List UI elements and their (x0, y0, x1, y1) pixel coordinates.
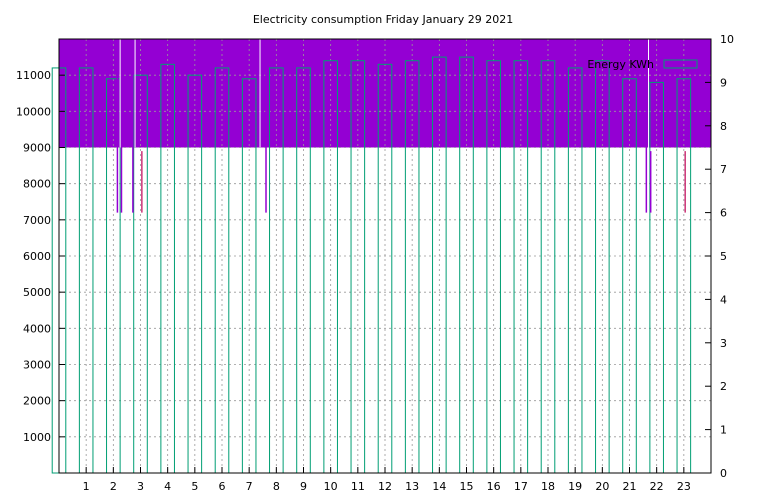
x-tick-label: 3 (137, 480, 144, 493)
y2-tick-label: 6 (720, 207, 727, 220)
y-tick-label: 6000 (23, 250, 51, 263)
y2-tick-label: 9 (720, 76, 727, 89)
x-tick-label: 20 (595, 480, 609, 493)
x-tick-label: 12 (378, 480, 392, 493)
y2-tick-label: 3 (720, 337, 727, 350)
y-tick-label: 5000 (23, 286, 51, 299)
chart-title: Electricity consumption Friday January 2… (253, 13, 513, 26)
x-tick-label: 22 (650, 480, 664, 493)
y2-tick-label: 10 (720, 33, 734, 46)
y2-tick-label: 4 (720, 293, 727, 306)
x-tick-label: 2 (110, 480, 117, 493)
legend-swatch (663, 59, 698, 69)
x-tick-label: 23 (677, 480, 691, 493)
x-tick-label: 9 (300, 480, 307, 493)
x-tick-label: 4 (164, 480, 171, 493)
y2-tick-label: 8 (720, 120, 727, 133)
y2-tick-label: 1 (720, 424, 727, 437)
x-tick-label: 1 (83, 480, 90, 493)
x-tick-label: 17 (514, 480, 528, 493)
x-tick-label: 5 (191, 480, 198, 493)
x-tick-label: 21 (623, 480, 637, 493)
x-tick-label: 6 (219, 480, 226, 493)
x-tick-label: 11 (351, 480, 365, 493)
y-tick-label: 9000 (23, 142, 51, 155)
y-tick-label: 10000 (16, 105, 51, 118)
y-tick-label: 1000 (23, 431, 51, 444)
y-tick-label: 11000 (16, 69, 51, 82)
y-tick-label: 2000 (23, 395, 51, 408)
y-tick-label: 4000 (23, 322, 51, 335)
y-tick-label: 7000 (23, 214, 51, 227)
x-tick-label: 13 (405, 480, 419, 493)
x-tick-label: 14 (432, 480, 446, 493)
y-tick-label: 3000 (23, 359, 51, 372)
x-tick-label: 18 (541, 480, 555, 493)
x-tick-label: 7 (246, 480, 253, 493)
x-tick-label: 19 (568, 480, 582, 493)
y2-tick-label: 7 (720, 163, 727, 176)
x-tick-label: 15 (460, 480, 474, 493)
y2-tick-label: 0 (720, 467, 727, 480)
x-tick-label: 10 (324, 480, 338, 493)
legend-label: Energy KWh (587, 58, 654, 71)
y2-tick-label: 2 (720, 380, 727, 393)
x-tick-label: 16 (487, 480, 501, 493)
x-tick-label: 8 (273, 480, 280, 493)
y-tick-label: 8000 (23, 178, 51, 191)
plot-frame (58, 38, 712, 474)
y2-tick-label: 5 (720, 250, 727, 263)
